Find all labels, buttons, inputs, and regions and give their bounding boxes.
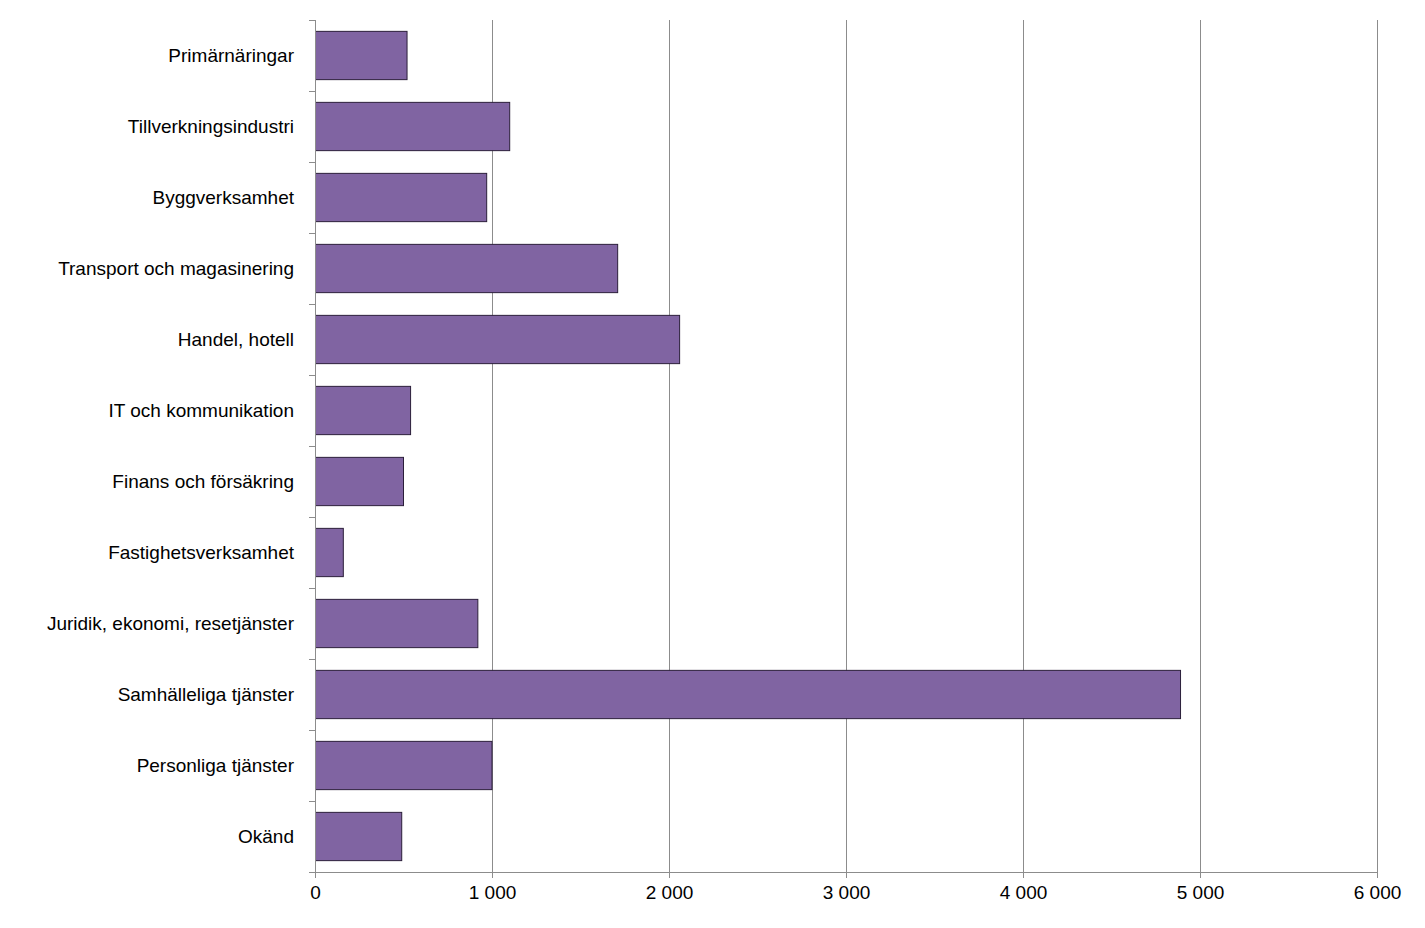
plot: 0 1 000 2 000 3 000 4 000 5 000 6 000 Primärnär… xyxy=(47,20,1401,903)
bar xyxy=(315,244,618,292)
x-tick-label: 3 000 xyxy=(823,882,871,903)
x-tick-mark xyxy=(1200,872,1201,878)
category-separator xyxy=(309,446,315,447)
y-tick-label: Juridik, ekonomi, resetjänster xyxy=(47,613,295,634)
category-separator xyxy=(309,872,315,873)
y-tick: Primärnäringar xyxy=(168,45,294,66)
category-separator xyxy=(309,91,315,92)
bar xyxy=(315,102,510,150)
y-tick-label: Finans och försäkring xyxy=(112,471,294,492)
x-axis: 0 1 000 2 000 3 000 4 000 5 000 6 000 xyxy=(310,872,1401,903)
chart: 0 1 000 2 000 3 000 4 000 5 000 6 000 Primärnär… xyxy=(0,0,1425,928)
x-tick-label: 6 000 xyxy=(1354,882,1402,903)
category-separator xyxy=(309,730,315,731)
y-tick-label: Transport och magasinering xyxy=(58,258,294,279)
bar xyxy=(315,31,407,79)
y-tick: Tillverkningsindustri xyxy=(128,116,294,137)
y-tick-label: IT och kommunikation xyxy=(108,400,294,421)
y-tick: Juridik, ekonomi, resetjänster xyxy=(47,613,295,634)
category-separator xyxy=(309,233,315,234)
x-tick-mark xyxy=(1023,872,1024,878)
y-tick: IT och kommunikation xyxy=(108,400,294,421)
y-tick: Byggverksamhet xyxy=(152,187,294,208)
grid-line xyxy=(669,20,670,872)
bar xyxy=(315,670,1181,718)
y-tick: Transport och magasinering xyxy=(58,258,294,279)
category-separator xyxy=(309,375,315,376)
x-tick: 1 000 xyxy=(469,872,517,903)
bar xyxy=(315,599,478,647)
bar xyxy=(315,457,404,505)
x-tick-mark xyxy=(492,872,493,878)
grid-line xyxy=(846,20,847,872)
y-tick-label: Okänd xyxy=(238,826,294,847)
category-separators xyxy=(309,20,315,872)
y-tick: Okänd xyxy=(238,826,294,847)
y-tick: Finans och försäkring xyxy=(112,471,294,492)
category-separator xyxy=(309,801,315,802)
y-axis: Primärnäringar Tillverkningsindustri Byggv… xyxy=(47,21,316,873)
y-tick: Handel, hotell xyxy=(178,329,294,350)
x-tick-label: 2 000 xyxy=(646,882,694,903)
x-tick: 4 000 xyxy=(1000,872,1048,903)
grid-line xyxy=(1377,20,1378,872)
y-tick: Personliga tjänster xyxy=(137,755,295,776)
y-tick-label: Byggverksamhet xyxy=(152,187,294,208)
category-separator xyxy=(309,20,315,21)
x-tick-mark xyxy=(315,872,316,878)
x-tick-mark xyxy=(1377,872,1378,878)
bar xyxy=(315,812,402,860)
category-separator xyxy=(309,162,315,163)
bar xyxy=(315,386,411,434)
grid-line xyxy=(1023,20,1024,872)
y-tick: Samhälleliga tjänster xyxy=(118,684,295,705)
x-tick: 5 000 xyxy=(1177,872,1225,903)
y-axis-line xyxy=(315,21,316,873)
x-tick: 0 xyxy=(310,872,321,903)
bars xyxy=(315,31,1181,860)
x-tick: 3 000 xyxy=(823,872,871,903)
grid xyxy=(315,20,1377,872)
y-tick-label: Samhälleliga tjänster xyxy=(118,684,295,705)
bar xyxy=(315,741,492,789)
y-tick: Fastighetsverksamhet xyxy=(108,542,295,563)
x-tick-label: 4 000 xyxy=(1000,882,1048,903)
bar xyxy=(315,173,487,221)
category-separator xyxy=(309,659,315,660)
bar xyxy=(315,528,343,576)
grid-line xyxy=(1200,20,1201,872)
x-tick: 6 000 xyxy=(1354,872,1402,903)
y-tick-label: Tillverkningsindustri xyxy=(128,116,294,137)
y-tick-label: Personliga tjänster xyxy=(137,755,295,776)
y-tick-label: Handel, hotell xyxy=(178,329,294,350)
x-tick-label: 0 xyxy=(310,882,321,903)
x-tick-mark xyxy=(669,872,670,878)
category-separator xyxy=(309,517,315,518)
y-tick-label: Fastighetsverksamhet xyxy=(108,542,295,563)
y-tick-label: Primärnäringar xyxy=(168,45,294,66)
bar xyxy=(315,315,680,363)
category-separator xyxy=(309,588,315,589)
x-tick-label: 5 000 xyxy=(1177,882,1225,903)
x-tick-mark xyxy=(846,872,847,878)
x-tick-label: 1 000 xyxy=(469,882,517,903)
x-tick: 2 000 xyxy=(646,872,694,903)
category-separator xyxy=(309,304,315,305)
